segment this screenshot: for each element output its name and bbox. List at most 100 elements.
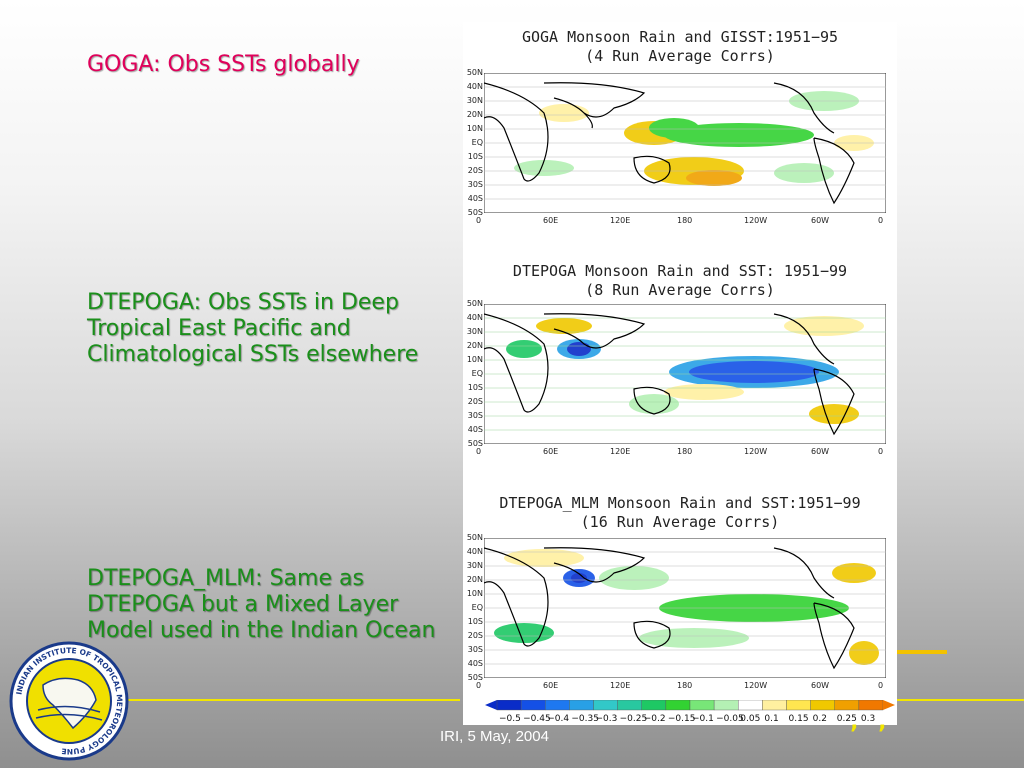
colorbar-label: −0.1 — [692, 714, 714, 724]
colorbar-label: 0.05 — [740, 714, 760, 724]
latitude-label: 20N — [466, 575, 483, 584]
panel-1-title-line2: (4 Run Average Corrs) — [585, 47, 775, 65]
colorbar: −0.5 −0.45−0.4 −0.35−0.3 −0.25−0.2 −0.15−0.1… — [485, 700, 895, 724]
longitude-label: 180 — [677, 216, 693, 225]
latitude-label: 40S — [467, 659, 483, 668]
latitude-label: 30N — [466, 561, 483, 570]
dtepoga-mlm-correlation-map — [484, 538, 886, 678]
latitude-label: 40N — [466, 82, 483, 91]
latitude-label: 10N — [466, 589, 483, 598]
longitude-label: 180 — [677, 447, 693, 456]
latitude-label: 10N — [466, 355, 483, 364]
colorbar-swatch — [762, 700, 787, 711]
latitude-label: 50S — [467, 439, 483, 448]
longitude-label: 180 — [677, 681, 693, 690]
latitude-label: 50S — [467, 673, 483, 682]
colorbar-swatch — [520, 700, 546, 711]
longitude-label: 120W — [744, 681, 768, 690]
panel-3-title-line1: DTEPOGA_MLM Monsoon Rain and SST:1951−99 — [499, 494, 861, 512]
colorbar-label: 0.3 — [861, 714, 875, 724]
footer-text: IRI, 5 May, 2004 — [440, 728, 549, 745]
colorbar-swatch — [834, 700, 860, 711]
longitude-label: 120W — [744, 447, 768, 456]
decorative-marks: ’ ’ — [850, 722, 893, 747]
latitude-label: 20S — [467, 397, 483, 406]
longitude-label: 0 — [878, 681, 884, 690]
latitude-label: 30N — [466, 96, 483, 105]
panel-2-title-line1: DTEPOGA Monsoon Rain and SST: 1951−99 — [512, 262, 848, 280]
latitude-label: 20N — [466, 110, 483, 119]
longitude-label: 120E — [610, 216, 631, 225]
footer-divider-right — [897, 699, 1024, 701]
latitude-label: 50N — [466, 533, 483, 542]
longitude-label: 0 — [476, 681, 482, 690]
dtepoga-correlation-map — [484, 304, 886, 444]
decorative-dash — [897, 650, 947, 654]
latitude-label: 10N — [466, 124, 483, 133]
longitude-label: 60E — [543, 681, 559, 690]
colorbar-label: 0.2 — [813, 714, 827, 724]
correlation-figure: GOGA Monsoon Rain and GISST:1951−95 (4 R… — [463, 22, 897, 725]
longitude-label: 60W — [811, 216, 830, 225]
longitude-label: 0 — [476, 447, 482, 456]
longitude-label: 60E — [543, 447, 559, 456]
latitude-label: 30N — [466, 327, 483, 336]
colorbar-label: 0.15 — [789, 714, 809, 724]
colorbar-label: −0.35 — [571, 714, 599, 724]
colorbar-swatch — [545, 700, 570, 711]
colorbar-swatch — [738, 700, 763, 711]
latitude-label: 30S — [467, 645, 483, 654]
caption-dtepoga-mlm: DTEPOGA_MLM: Same as DTEPOGA but a Mixed… — [87, 566, 436, 643]
longitude-label: 120E — [610, 681, 631, 690]
caption-goga: GOGA: Obs SSTs globally — [87, 52, 360, 77]
colorbar-swatch — [617, 700, 642, 711]
colorbar-label: −0.5 — [499, 714, 521, 724]
latitude-label: 50N — [466, 299, 483, 308]
goga-correlation-map — [484, 73, 886, 213]
colorbar-label: −0.3 — [596, 714, 618, 724]
colorbar-label: 0.1 — [764, 714, 778, 724]
colorbar-label: −0.45 — [523, 714, 551, 724]
longitude-label: 0 — [878, 216, 884, 225]
longitude-label: 0 — [878, 447, 884, 456]
colorbar-label: −0.15 — [668, 714, 696, 724]
colorbar-label: −0.25 — [620, 714, 648, 724]
colorbar-swatch — [786, 700, 811, 711]
latitude-label: EQ — [471, 603, 483, 612]
panel-3-title-line2: (16 Run Average Corrs) — [580, 513, 780, 531]
latitude-label: 40N — [466, 313, 483, 322]
colorbar-swatch — [641, 700, 667, 711]
colorbar-swatch — [810, 700, 835, 711]
colorbar-label: −0.2 — [644, 714, 666, 724]
longitude-label: 0 — [476, 216, 482, 225]
colorbar-swatch — [689, 700, 715, 711]
colorbar-min-arrow — [485, 700, 497, 710]
latitude-label: 30S — [467, 411, 483, 420]
colorbar-label: −0.05 — [716, 714, 744, 724]
panel-2-title-line2: (8 Run Average Corrs) — [585, 281, 775, 299]
colorbar-swatch — [593, 700, 618, 711]
colorbar-label: −0.4 — [547, 714, 569, 724]
latitude-label: EQ — [471, 138, 483, 147]
latitude-label: 20S — [467, 166, 483, 175]
longitude-label: 120W — [744, 216, 768, 225]
colorbar-swatch — [665, 700, 691, 711]
longitude-label: 60E — [543, 216, 559, 225]
colorbar-swatch — [858, 700, 884, 711]
longitude-label: 60W — [811, 681, 830, 690]
panel-1-title-line1: GOGA Monsoon Rain and GISST:1951−95 — [521, 28, 839, 46]
latitude-label: 20S — [467, 631, 483, 640]
latitude-label: 40N — [466, 547, 483, 556]
latitude-label: 10S — [467, 617, 483, 626]
latitude-label: 30S — [467, 180, 483, 189]
caption-dtepoga: DTEPOGA: Obs SSTs in Deep Tropical East … — [87, 290, 419, 367]
latitude-label: 10S — [467, 152, 483, 161]
latitude-label: 50N — [466, 68, 483, 77]
colorbar-swatch — [569, 700, 594, 711]
colorbar-swatch — [713, 700, 739, 711]
latitude-label: 50S — [467, 208, 483, 217]
colorbar-swatch — [496, 700, 522, 711]
latitude-label: 40S — [467, 425, 483, 434]
iitm-logo-icon: INDIAN INSTITUTE OF TROPICAL METEOROLOGY… — [9, 641, 129, 761]
latitude-label: 40S — [467, 194, 483, 203]
